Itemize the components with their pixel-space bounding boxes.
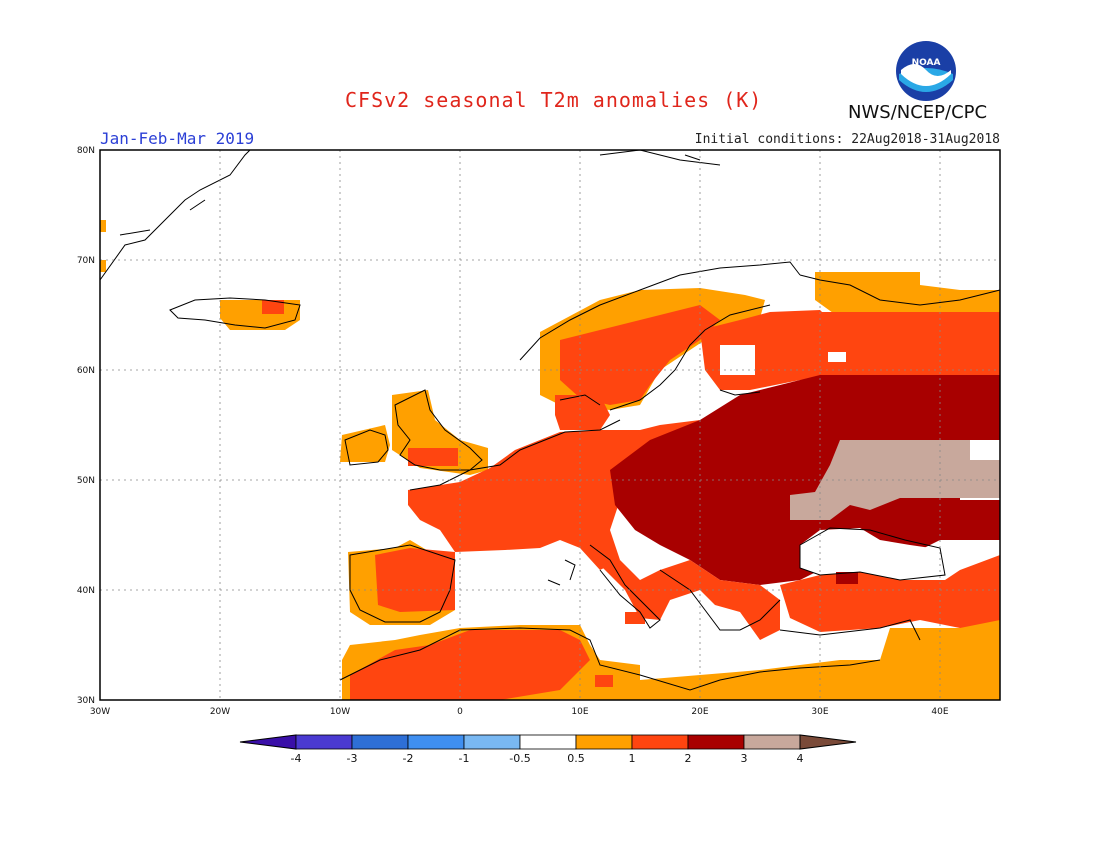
- graticule: [100, 150, 1000, 700]
- lat-label: 50N: [77, 476, 95, 486]
- colorbar-segment: [631, 734, 689, 750]
- colorbar-label: -4: [291, 752, 302, 765]
- lon-label: 0: [457, 707, 463, 717]
- colorbar-segment: [463, 734, 521, 750]
- anomaly-denmark-red: [555, 395, 610, 430]
- anomaly-scandinavia-red: [560, 305, 720, 405]
- lat-label: 60N: [77, 366, 95, 376]
- coast-greenland: [99, 149, 251, 281]
- colorbar-label: -1: [459, 752, 470, 765]
- colorbar-segment: [743, 734, 801, 750]
- anomaly-greenland-edge: [100, 220, 106, 232]
- anomaly-blacksea-white: [800, 528, 945, 580]
- anomaly-northafrica-red: [350, 630, 590, 700]
- lon-label: 40E: [931, 707, 948, 717]
- colorbar-label: 1: [629, 752, 636, 765]
- lat-labels: 80N 70N 60N 50N 40N 30N: [77, 146, 95, 706]
- colorbar-arrow-right: [799, 734, 857, 750]
- anomaly-kola-orange: [815, 272, 1000, 318]
- anomaly-fields: [100, 220, 1000, 700]
- lat-label: 30N: [77, 696, 95, 706]
- organization-label: NWS/NCEP/CPC: [848, 102, 988, 123]
- lon-label: 30E: [811, 707, 828, 717]
- lat-label: 40N: [77, 586, 95, 596]
- anomaly-easteurope-darkred: [610, 375, 1000, 585]
- anomaly-balkans-red: [600, 560, 780, 640]
- colorbar-label: 3: [741, 752, 748, 765]
- colorbar-segment: [407, 734, 465, 750]
- coast-iceland: [169, 297, 301, 329]
- lat-label: 80N: [77, 146, 95, 156]
- colorbar-segment: [519, 734, 577, 750]
- lat-label: 70N: [77, 256, 95, 266]
- anomaly-ukraine-pink: [790, 440, 1000, 520]
- anomaly-britain-red: [408, 448, 458, 466]
- colorbar-label: -0.5: [509, 752, 530, 765]
- colorbar-label: 0.5: [567, 752, 585, 765]
- anomaly-finland-white: [720, 345, 755, 375]
- colorbar-label: 4: [797, 752, 804, 765]
- anomaly-iceland-orange: [220, 300, 300, 330]
- coast-turkey: [779, 619, 921, 641]
- lon-label: 20E: [691, 707, 708, 717]
- lon-label: 10W: [330, 707, 350, 717]
- lon-label: 10E: [571, 707, 588, 717]
- anomaly-libya-red: [595, 675, 613, 687]
- anomaly-ireland: [340, 425, 390, 462]
- colorbar-segment: [575, 734, 633, 750]
- anomaly-russia-white: [828, 352, 846, 362]
- coast-ireland: [344, 429, 389, 466]
- coast-norway: [519, 261, 801, 406]
- anomaly-iberia-red: [375, 548, 455, 612]
- coast-sweden-finland: [609, 304, 771, 411]
- lon-label: 20W: [210, 707, 230, 717]
- coast-italy: [589, 544, 661, 629]
- colorbar-segment: [351, 734, 409, 750]
- noaa-logo-icon: NOAA: [896, 41, 956, 101]
- coast-northafrica: [339, 627, 881, 691]
- coast-iberia: [349, 544, 456, 623]
- season-label: Jan-Feb-Mar 2019: [100, 129, 255, 148]
- colorbar-label: 2: [685, 752, 692, 765]
- colorbar-segment: [295, 734, 353, 750]
- coast-blacksea: [799, 527, 946, 581]
- colorbar-segment: [687, 734, 745, 750]
- anomaly-greenland-edge2: [100, 260, 106, 272]
- colorbar-label: -3: [347, 752, 358, 765]
- coast-kola: [799, 274, 1001, 306]
- lon-labels: 30W 20W 10W 0 10E 20E 30E 40E: [90, 707, 949, 717]
- colorbar-label: -2: [403, 752, 414, 765]
- colorbar: -4 -3 -2 -1 -0.5 0.5 1 2 3 4: [239, 734, 857, 765]
- colorbar-arrow-left: [239, 734, 297, 750]
- initial-conditions-label: Initial conditions: 22Aug2018-31Aug2018: [694, 132, 1000, 147]
- map-title: CFSv2 seasonal T2m anomalies (K): [345, 88, 763, 112]
- anomaly-iceland-red: [262, 300, 284, 314]
- anomaly-italy-south: [625, 612, 645, 624]
- coast-islands: [547, 149, 721, 586]
- anomaly-turkey-darkred: [836, 572, 858, 584]
- map-frame: [99, 149, 1001, 701]
- anomaly-russia-north-red: [815, 312, 1000, 380]
- lon-label: 30W: [90, 707, 110, 717]
- noaa-logo-text: NOAA: [912, 58, 941, 68]
